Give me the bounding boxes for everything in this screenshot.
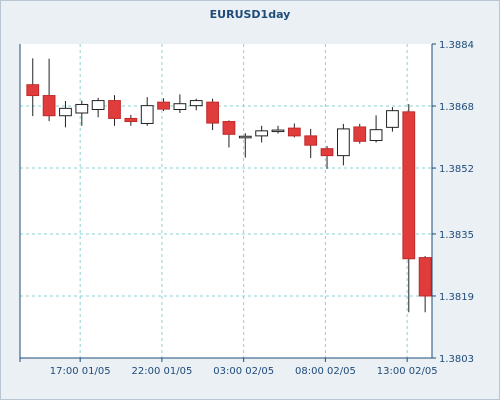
candle (206, 98, 219, 131)
candle-body-down (108, 100, 121, 119)
candle-body-up (59, 107, 72, 117)
candle (418, 256, 432, 313)
candles (26, 58, 432, 313)
candle-body-down (206, 101, 219, 124)
candle-body-down (124, 117, 138, 123)
candle (108, 95, 121, 126)
candle (59, 100, 72, 128)
y-tick-label: 1.3884 (439, 40, 474, 51)
candle-body-down (353, 126, 367, 142)
candle (320, 145, 334, 169)
y-tick-label: 1.3819 (439, 292, 474, 303)
candle-body-down (418, 257, 432, 297)
candle (140, 97, 154, 126)
y-tick-label: 1.3803 (439, 354, 474, 365)
candle (173, 94, 187, 114)
candle-body-down (402, 111, 416, 260)
candle-body-up (189, 100, 203, 107)
candle-body-down (222, 121, 236, 135)
candle-body-up (271, 129, 285, 133)
candle-body-up (369, 129, 383, 142)
candle (287, 123, 301, 138)
candle-body-down (26, 84, 40, 97)
candle-body-up (238, 135, 252, 139)
candle (353, 123, 367, 144)
candle (369, 115, 383, 143)
candle-body-up (255, 130, 269, 137)
candle-body-up (140, 105, 154, 124)
x-tick-label: 03:00 02/05 (213, 366, 274, 377)
candle-body-down (157, 101, 170, 110)
y-tick-label: 1.3868 (439, 102, 474, 113)
axes (19, 44, 433, 362)
x-axis-ticks: 17:00 01/05 22:00 01/05 03:00 02/05 08:00 0… (50, 358, 438, 377)
candle (157, 98, 170, 112)
y-tick-label: 1.3852 (439, 164, 474, 175)
candle (75, 100, 89, 126)
plot-area (20, 44, 432, 358)
candle (91, 97, 105, 118)
candle-body-down (304, 135, 318, 146)
candle (238, 133, 252, 158)
candle (337, 123, 350, 166)
candle (304, 128, 318, 158)
candle-body-up (91, 100, 105, 111)
candle-body-down (287, 127, 301, 137)
candle (255, 125, 269, 143)
x-tick-label: 22:00 01/05 (131, 366, 192, 377)
candle (386, 107, 399, 132)
chart-title: EURUSD1day (210, 8, 291, 21)
candle (222, 120, 236, 148)
candle-body-up (173, 103, 187, 111)
y-axis-ticks: 1.3884 1.3868 1.3852 1.3835 1.3819 1.3803 (432, 40, 474, 365)
candle (189, 98, 203, 111)
x-tick-label: 13:00 02/05 (377, 366, 438, 377)
candle (402, 104, 416, 313)
candle-body-down (320, 148, 334, 157)
x-tick-label: 17:00 01/05 (50, 366, 111, 377)
candle-body-up (75, 103, 89, 114)
y-tick-label: 1.3835 (439, 230, 474, 241)
plot-background (20, 44, 432, 358)
candle-body-up (386, 110, 399, 128)
candle (42, 58, 56, 122)
candle (26, 58, 40, 117)
candle-body-down (42, 95, 56, 117)
x-tick-label: 08:00 02/05 (295, 366, 356, 377)
candle-body-up (337, 128, 350, 157)
candle (124, 114, 138, 126)
candle (271, 125, 285, 134)
